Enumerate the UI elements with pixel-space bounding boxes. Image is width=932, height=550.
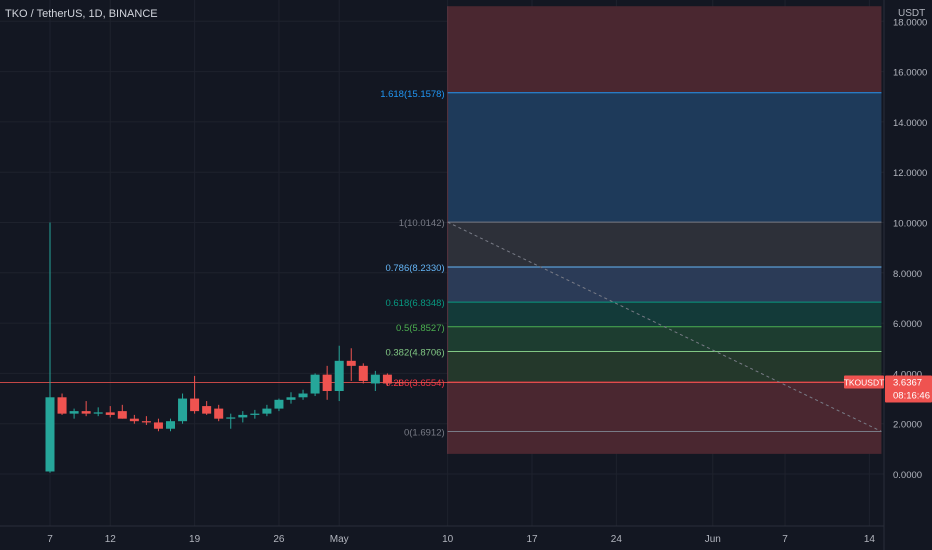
y-tick-label: 6.0000 xyxy=(893,319,922,330)
fib-level-label: 0.236(3.6554) xyxy=(385,378,444,389)
fib-level-label: 1(10.0142) xyxy=(399,218,445,229)
candle-body xyxy=(214,408,224,419)
candle-body xyxy=(226,417,236,419)
candle-body xyxy=(358,365,368,381)
candle-body xyxy=(45,397,55,472)
candle-body xyxy=(346,360,356,366)
x-tick-label: 24 xyxy=(611,534,623,545)
fib-band xyxy=(447,382,882,432)
candle-body xyxy=(69,411,79,414)
candle-body xyxy=(202,406,212,414)
candle-body xyxy=(178,398,188,422)
x-tick-label: 14 xyxy=(864,534,876,545)
candle-body xyxy=(141,421,151,423)
x-tick-label: 26 xyxy=(273,534,285,545)
candle-body xyxy=(370,374,380,384)
candle-body xyxy=(250,413,260,415)
y-tick-label: 16.0000 xyxy=(893,68,927,79)
fib-band xyxy=(447,302,882,327)
fib-trend-line xyxy=(447,221,882,432)
fib-level-label: 0.5(5.8527) xyxy=(396,323,445,334)
x-tick-label: 7 xyxy=(782,534,788,545)
candle-body xyxy=(129,418,139,422)
y-tick-label: 8.0000 xyxy=(893,269,922,280)
candle-body xyxy=(262,408,272,414)
candle-body xyxy=(57,397,67,414)
candle-body xyxy=(117,411,127,419)
candle-body xyxy=(238,414,248,418)
candle-body xyxy=(310,374,320,394)
fib-level-label: 0(1.6912) xyxy=(404,427,445,438)
candle-body xyxy=(81,411,91,414)
fib-band xyxy=(447,326,882,352)
candle-body xyxy=(298,393,308,398)
fib-band xyxy=(447,6,882,93)
candle-body xyxy=(105,412,115,415)
candle-body xyxy=(274,399,284,409)
fib-level-label: 1.618(15.1578) xyxy=(380,89,444,100)
fib-band xyxy=(447,431,882,454)
fib-band xyxy=(447,92,882,223)
bar-countdown: 08:16:46 xyxy=(893,391,930,402)
x-tick-label: 12 xyxy=(105,534,117,545)
fib-band xyxy=(447,222,882,267)
x-tick-label: 17 xyxy=(526,534,538,545)
fib-level-label: 0.618(6.8348) xyxy=(385,298,444,309)
candle-body xyxy=(166,421,175,429)
y-tick-label: 18.0000 xyxy=(893,17,927,28)
symbol-price-tag-label: TKOUSDT xyxy=(844,378,885,388)
current-price-value: 3.6367 xyxy=(893,378,922,389)
candle-body xyxy=(322,374,332,392)
candle-body xyxy=(93,412,103,414)
symbol-header[interactable]: TKO / TetherUS, 1D, BINANCE xyxy=(5,8,158,20)
x-tick-label: 19 xyxy=(189,534,201,545)
candle-body xyxy=(153,422,163,429)
current-price-tag xyxy=(885,375,932,403)
y-tick-label: 0.0000 xyxy=(893,470,922,481)
fib-band xyxy=(447,351,882,383)
candle-body xyxy=(394,382,404,384)
candle-body xyxy=(334,360,344,392)
y-tick-label: 12.0000 xyxy=(893,168,927,179)
fib-band xyxy=(447,266,882,303)
candle-body xyxy=(190,398,200,412)
y-tick-label: 10.0000 xyxy=(893,219,927,230)
price-axis-bg xyxy=(884,0,932,550)
candle-body xyxy=(286,397,296,400)
x-tick-label: 10 xyxy=(442,534,454,545)
x-tick-label: 7 xyxy=(47,534,53,545)
x-tick-label: May xyxy=(330,534,349,545)
symbol-price-tag xyxy=(844,375,884,389)
y-tick-label: 2.0000 xyxy=(893,420,922,431)
y-tick-label: 4.0000 xyxy=(893,369,922,380)
y-tick-label: 14.0000 xyxy=(893,118,927,129)
x-tick-label: Jun xyxy=(705,534,721,545)
price-axis-unit: USDT xyxy=(898,8,926,19)
fib-level-label: 0.786(8.2330) xyxy=(385,263,444,274)
candle-body xyxy=(382,374,392,384)
fib-level-label: 0.382(4.8706) xyxy=(385,348,444,359)
